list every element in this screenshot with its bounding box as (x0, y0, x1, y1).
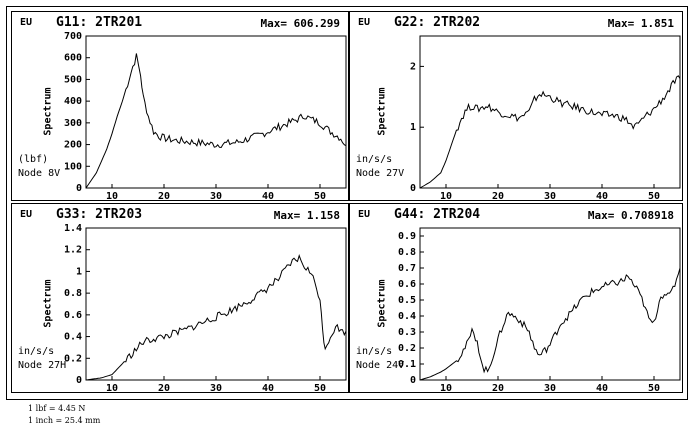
y-tick-label: 0 (410, 375, 416, 386)
eu-label: EU (20, 17, 33, 28)
chart-svg: 0 0.1 0.2 0.3 0.4 0.5 0.6 0.7 0.8 0.9 10 20 30 40 50 (398, 227, 681, 393)
node-label: Node 24V (356, 360, 405, 371)
x-tick-label: 30 (210, 191, 222, 201)
y-axis-label: Spectrum (42, 279, 54, 328)
unit-label: (lbf) (18, 154, 49, 165)
y-axis-label: Spectrum (376, 87, 388, 136)
chart-panel-g33: 0 0.2 0.4 0.6 0.8 1 1.2 1.4 10 20 30 40 50 EU G33: 2TR… (11, 203, 349, 393)
note-inch: 1 inch = 25.4 mm (28, 416, 101, 425)
x-tick-label: 20 (158, 191, 170, 201)
y-tick-label: 1.2 (64, 245, 82, 256)
y-tick-label: 1 (76, 266, 82, 277)
max-label: Max= 606.299 (260, 17, 340, 30)
max-label: Max= 0.708918 (587, 209, 674, 222)
spectrum-series-line (85, 53, 347, 189)
y-axis-label: Spectrum (42, 87, 54, 136)
max-label: Max= 1.158 (273, 209, 340, 222)
spectrum-series-line (85, 254, 347, 381)
y-tick-label: 0.4 (398, 311, 416, 322)
y-tick-label: 0.8 (398, 247, 416, 258)
y-tick-label: 0.7 (398, 263, 416, 274)
y-tick-label: 2 (410, 61, 416, 72)
node-label: Node 8V (18, 168, 61, 179)
y-tick-label: 600 (64, 53, 82, 64)
chart-panel-g11: 0 100 200 300 400 500 600 700 10 20 30 40 50 EU G11: 2… (11, 11, 349, 201)
y-tick-label: 0.4 (64, 332, 82, 343)
y-tick-label: 0.1 (398, 359, 416, 370)
y-axis-label: Spectrum (376, 279, 388, 328)
chart-svg: 0 100 200 300 400 500 600 700 10 20 30 40 50 (64, 31, 347, 201)
chart-panel-g44: 0 0.1 0.2 0.3 0.4 0.5 0.6 0.7 0.8 0.9 10 20 30 40 50 EU… (349, 203, 683, 393)
x-tick-label: 40 (262, 383, 274, 393)
x-tick-label: 10 (106, 191, 118, 201)
figure-frame: 0 100 200 300 400 500 600 700 10 20 30 40 50 EU G11: 2… (6, 6, 688, 400)
x-tick-label: 50 (314, 191, 326, 201)
x-tick-label: 20 (158, 383, 170, 393)
x-tick-label: 40 (596, 191, 608, 201)
x-axis-label: freq, Hz (520, 392, 568, 393)
x-axis-label: freq, Hz (186, 200, 234, 201)
x-tick-label: 10 (106, 383, 118, 393)
y-tick-label: 0.8 (64, 288, 82, 299)
plot-frame (85, 35, 347, 189)
y-tick-label: 0 (410, 183, 416, 194)
x-tick-label: 30 (210, 383, 222, 393)
spectrum-series-line (419, 267, 681, 381)
note-lbf: 1 lbf = 4.45 N (28, 404, 86, 413)
x-axis-label: freq, Hz (186, 392, 234, 393)
eu-label: EU (358, 17, 371, 28)
x-tick-label: 30 (544, 191, 556, 201)
unit-label: in/s/s (356, 346, 393, 357)
y-tick-label: 500 (64, 74, 82, 85)
panel-title: G33: 2TR203 (56, 207, 143, 222)
x-axis-label: freq, Hz (520, 200, 568, 201)
plot-frame (419, 35, 681, 189)
chart-svg: 0 1 2 10 20 30 40 50 (410, 35, 681, 201)
unit-label: in/s/s (356, 154, 393, 165)
chart-svg: 0 0.2 0.4 0.6 0.8 1 1.2 1.4 10 20 30 40 50 (64, 223, 347, 393)
x-tick-label: 50 (648, 383, 660, 393)
unit-notes: 1 lbf = 4.45 N 1 inch = 25.4 mm (28, 403, 100, 427)
y-tick-label: 0 (76, 183, 82, 194)
spectrum-series-line (419, 75, 681, 189)
x-tick-label: 50 (314, 383, 326, 393)
x-tick-label: 10 (440, 191, 452, 201)
unit-label: in/s/s (18, 346, 55, 357)
y-tick-label: 700 (64, 31, 82, 42)
y-tick-label: 200 (64, 140, 82, 151)
x-tick-label: 40 (596, 383, 608, 393)
panel-title: G44: 2TR204 (394, 207, 481, 222)
plot-frame (85, 227, 347, 381)
y-tick-label: 1 (410, 122, 416, 133)
y-tick-label: 100 (64, 161, 82, 172)
x-tick-label: 30 (544, 383, 556, 393)
y-tick-label: 0.5 (398, 295, 416, 306)
y-tick-label: 0.3 (398, 327, 416, 338)
plot-frame (419, 227, 681, 381)
panel-title: G11: 2TR201 (56, 15, 143, 30)
max-label: Max= 1.851 (607, 17, 674, 30)
x-tick-label: 40 (262, 191, 274, 201)
x-tick-label: 20 (492, 383, 504, 393)
chart-panel-g22: 0 1 2 10 20 30 40 50 EU G22: 2TR202 Max= 1.851 in/s… (349, 11, 683, 201)
y-tick-label: 0.6 (398, 279, 416, 290)
x-tick-label: 50 (648, 191, 660, 201)
y-tick-label: 0.2 (64, 353, 82, 364)
y-tick-label: 300 (64, 118, 82, 129)
x-tick-label: 10 (440, 383, 452, 393)
x-tick-label: 20 (492, 191, 504, 201)
y-tick-label: 1.4 (64, 223, 82, 234)
node-label: Node 27H (18, 360, 67, 371)
y-tick-label: 400 (64, 96, 82, 107)
eu-label: EU (20, 209, 33, 220)
panel-title: G22: 2TR202 (394, 15, 481, 30)
node-label: Node 27V (356, 168, 405, 179)
y-tick-label: 0 (76, 375, 82, 386)
y-tick-label: 0.2 (398, 343, 416, 354)
eu-label: EU (358, 209, 371, 220)
y-tick-label: 0.6 (64, 310, 82, 321)
y-tick-label: 0.9 (398, 231, 416, 242)
